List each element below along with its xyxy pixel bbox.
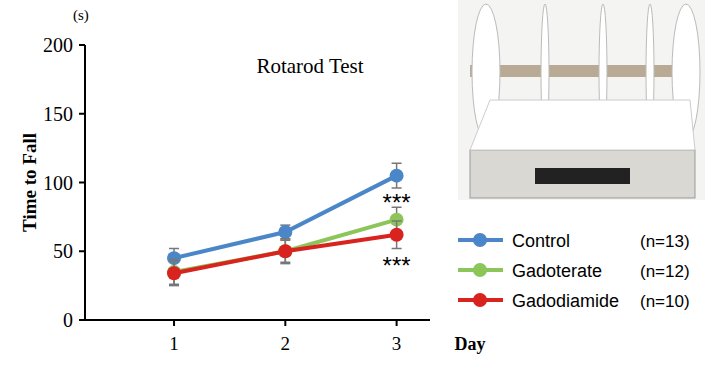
error-cap — [169, 260, 179, 262]
error-cap — [392, 220, 402, 222]
legend-marker — [473, 233, 487, 247]
y-tick — [79, 44, 85, 46]
legend: Control (n=13) Gadoterate (n=12) Gadodiamide… — [458, 231, 690, 311]
legend-marker — [473, 293, 487, 307]
series-line — [174, 220, 397, 272]
point — [390, 228, 404, 242]
legend-label: Gadoterate — [512, 261, 602, 281]
legend-n: (n=12) — [640, 262, 690, 281]
point — [390, 169, 404, 183]
y-tick — [79, 319, 85, 321]
x-tick-label: 3 — [392, 333, 402, 354]
error-cap — [280, 238, 290, 240]
error-cap — [392, 163, 402, 165]
x-axis — [85, 319, 430, 321]
x-tick-label: 2 — [281, 333, 291, 354]
error-cap — [169, 285, 179, 287]
y-tick-label: 150 — [43, 103, 73, 125]
series — [167, 221, 404, 286]
x-tick — [396, 320, 398, 326]
y-tick-label: 50 — [53, 240, 73, 262]
y-axis-label: Time to Fall — [19, 133, 40, 232]
y-unit-label: (s) — [73, 7, 89, 24]
series — [167, 163, 404, 268]
y-tick — [79, 250, 85, 252]
legend-label: Control — [512, 231, 570, 251]
series-line — [174, 235, 397, 274]
point — [278, 225, 292, 239]
legend-marker — [473, 263, 487, 277]
point — [167, 266, 181, 280]
chart: 0 50 100 150 200 1 2 3 Day Time to Fall (s) Rotarod… — [0, 0, 705, 369]
x-tick — [173, 320, 175, 326]
y-tick — [79, 182, 85, 184]
error-cap — [392, 248, 402, 250]
point — [278, 244, 292, 258]
photo-display — [535, 168, 630, 184]
legend-n: (n=10) — [640, 292, 690, 311]
error-cap — [169, 259, 179, 261]
error-cap — [280, 263, 290, 265]
y-tick-label: 0 — [63, 309, 73, 331]
annotation: *** — [383, 252, 411, 279]
error-cap — [280, 238, 290, 240]
photo-base — [470, 150, 695, 198]
plot-area — [167, 163, 404, 285]
annotation: *** — [383, 189, 411, 216]
photo-bg — [458, 0, 705, 200]
x-axis-label: Day — [455, 334, 486, 354]
x-tick-label: 1 — [169, 333, 179, 354]
y-tick-label: 200 — [43, 34, 73, 56]
error-cap — [169, 248, 179, 250]
series-line — [174, 176, 397, 259]
chart-title: Rotarod Test — [256, 54, 363, 78]
photo-rod — [470, 65, 695, 77]
x-tick — [284, 320, 286, 326]
photo — [458, 0, 705, 200]
series — [167, 207, 404, 284]
y-tick-label: 100 — [43, 172, 73, 194]
legend-n: (n=13) — [640, 232, 690, 251]
photo-lane — [470, 100, 695, 150]
y-tick — [79, 113, 85, 115]
point — [278, 244, 292, 258]
legend-label: Gadodiamide — [512, 291, 619, 311]
